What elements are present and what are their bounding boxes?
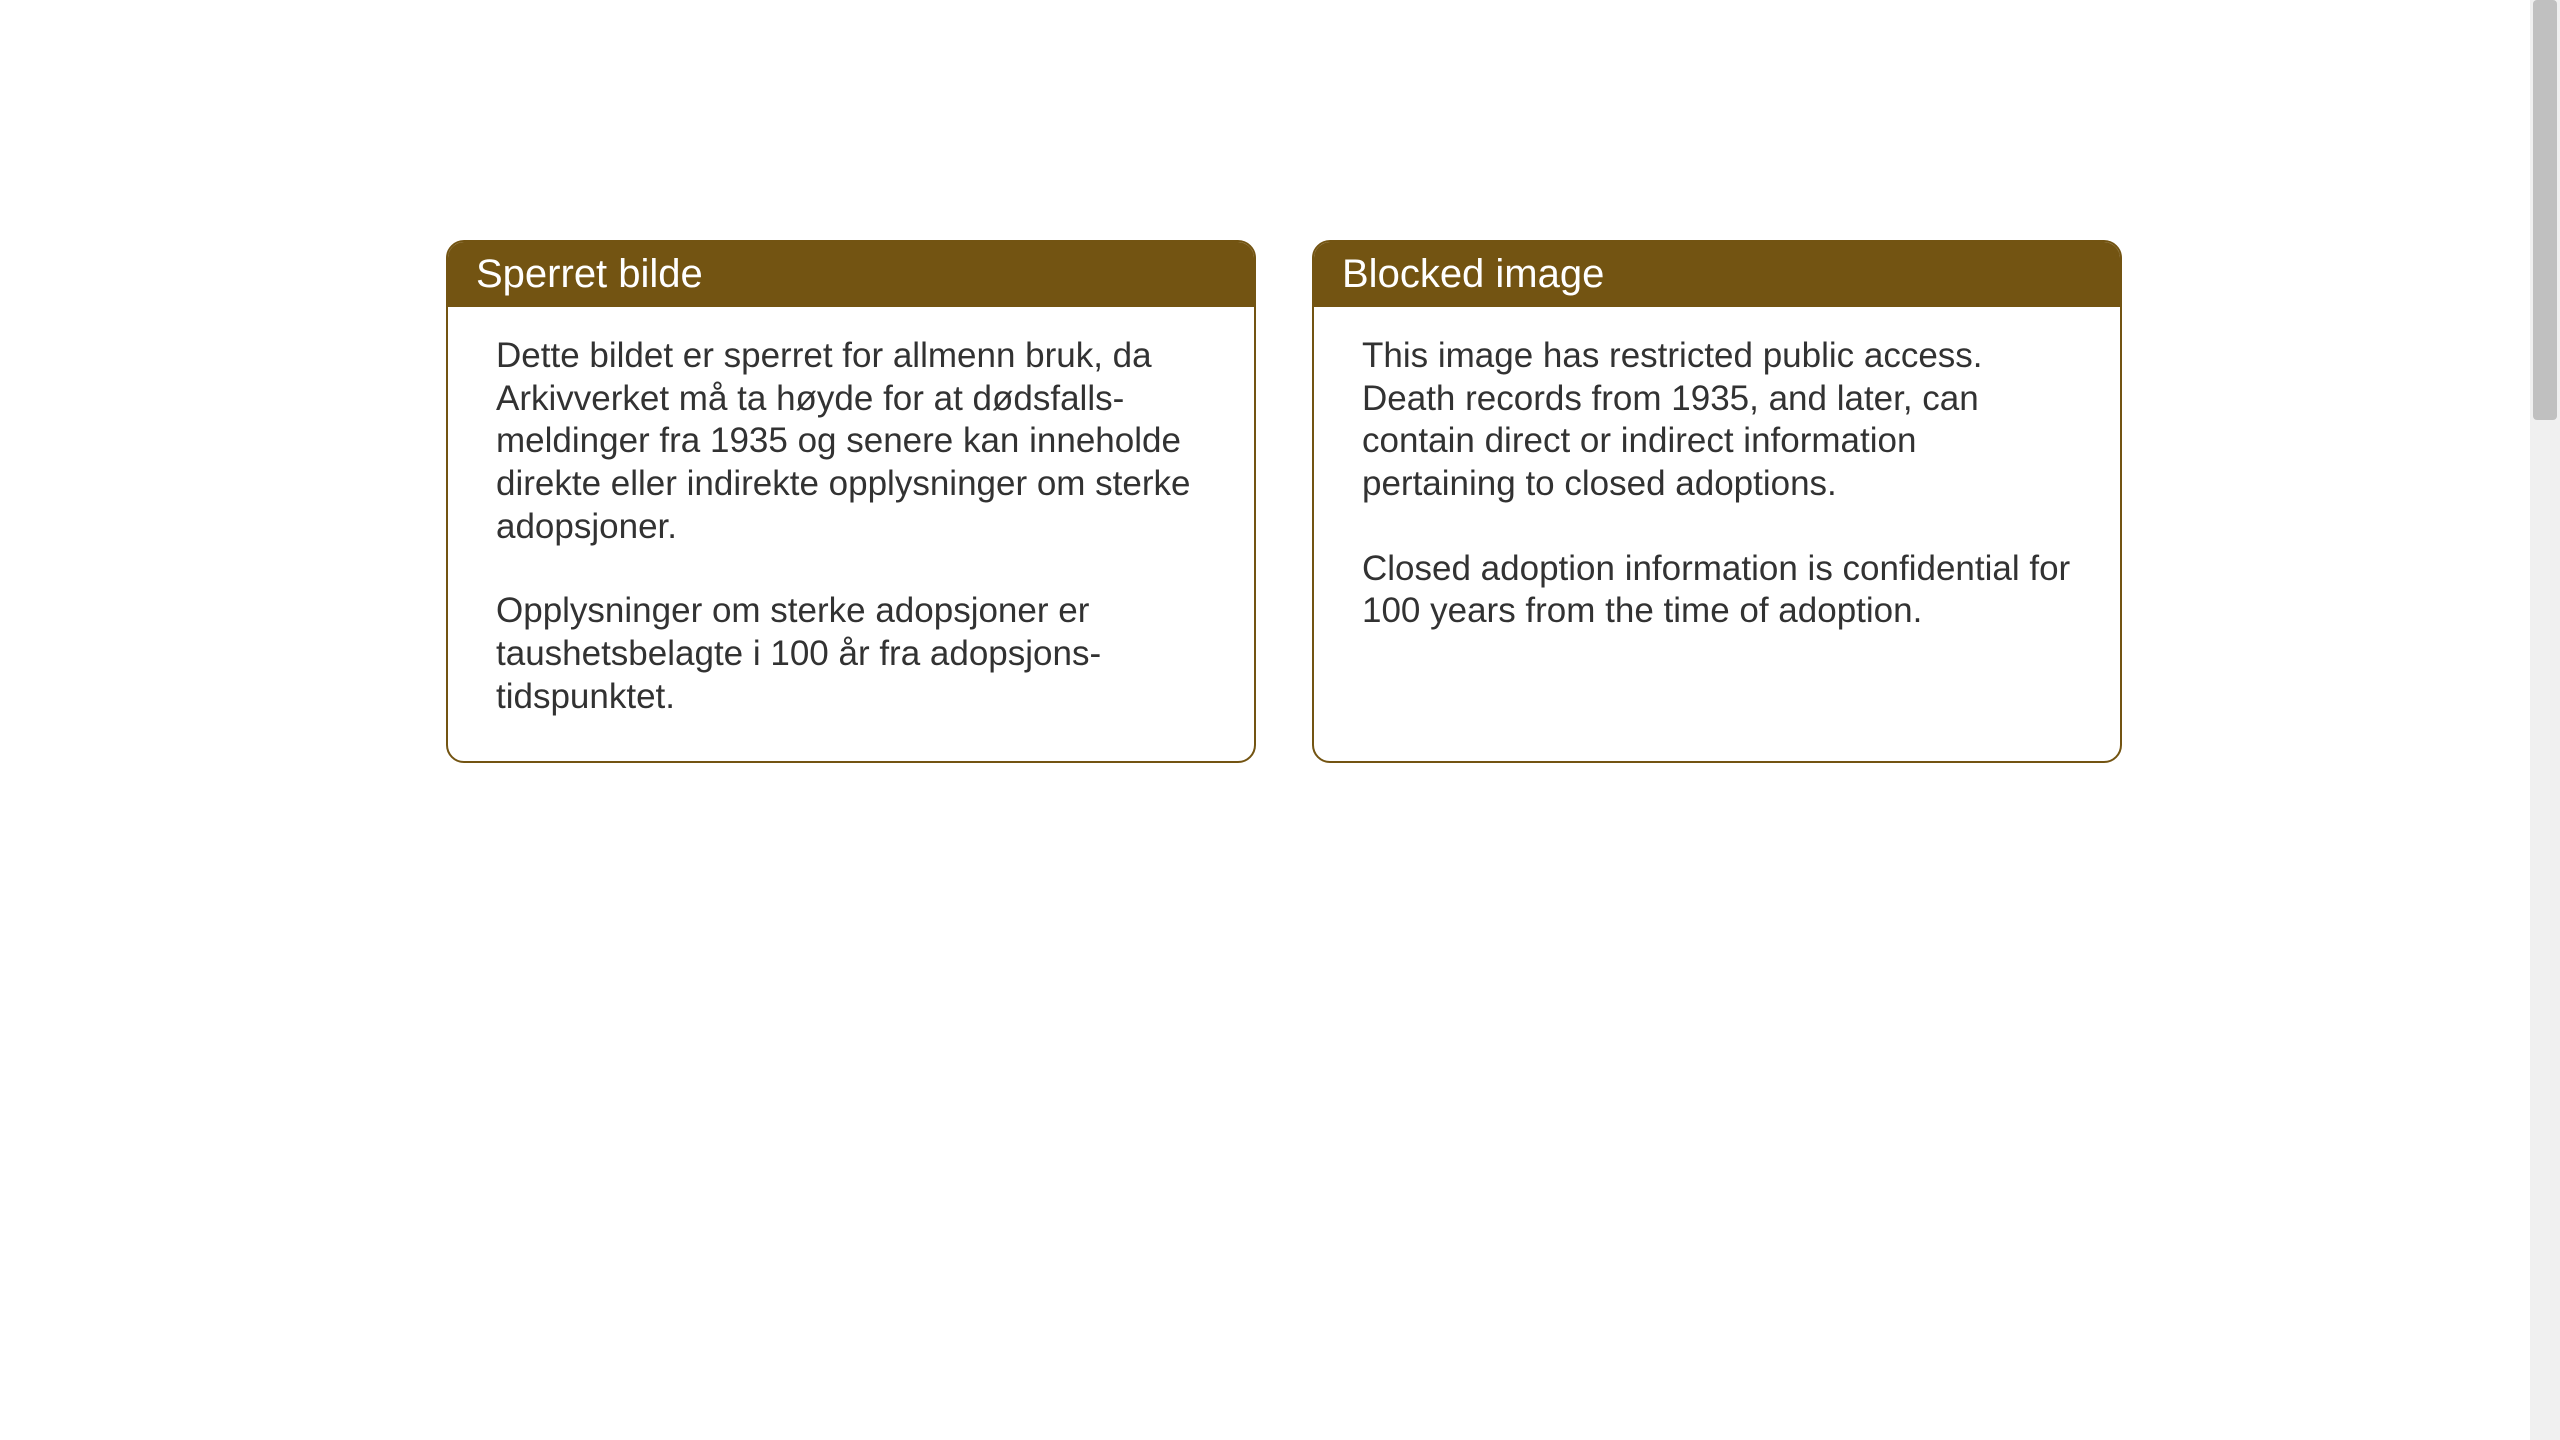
card-title: Blocked image (1342, 252, 1604, 296)
card-paragraph-1: This image has restricted public access.… (1362, 335, 2072, 506)
notice-container: Sperret bilde Dette bildet er sperret fo… (446, 240, 2122, 763)
card-body: Dette bildet er sperret for allmenn bruk… (448, 307, 1254, 761)
notice-card-norwegian: Sperret bilde Dette bildet er sperret fo… (446, 240, 1256, 763)
card-paragraph-1: Dette bildet er sperret for allmenn bruk… (496, 335, 1206, 548)
card-header: Blocked image (1314, 242, 2120, 307)
card-paragraph-2: Closed adoption information is confident… (1362, 548, 2072, 633)
scrollbar-track[interactable] (2530, 0, 2560, 1440)
scrollbar-thumb[interactable] (2533, 0, 2557, 420)
notice-card-english: Blocked image This image has restricted … (1312, 240, 2122, 763)
card-body: This image has restricted public access.… (1314, 307, 2120, 675)
card-header: Sperret bilde (448, 242, 1254, 307)
card-title: Sperret bilde (476, 252, 703, 296)
card-paragraph-2: Opplysninger om sterke adopsjoner er tau… (496, 590, 1206, 718)
